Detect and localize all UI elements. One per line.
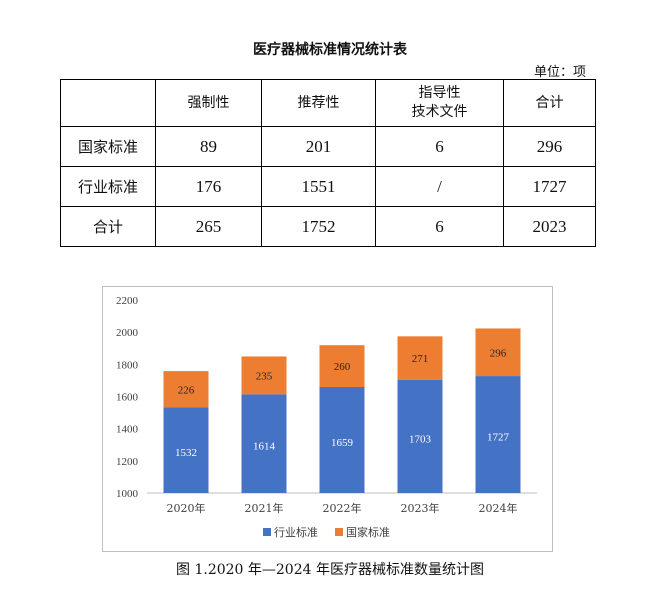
stacked-bar-chart: 1000 1200 1400 1600 1800 2000 2200 1532 226 2020年… [116,295,537,539]
legend-label: 行业标准 [274,525,318,539]
bar-segment-guojia [241,356,287,395]
standards-table: 强制性 推荐性 指导性 技术文件 合计 国家标准 89 201 6 296 行业… [60,79,596,247]
data-label: 1659 [331,437,354,449]
row-label: 国家标准 [60,126,156,167]
table-cell: 201 [261,126,376,167]
header-cell: 推荐性 [261,79,376,127]
data-label: 296 [490,347,507,359]
data-label: 260 [334,361,351,373]
table-cell: 6 [375,126,504,167]
header-cell [60,79,156,127]
bar-segment-guojia [163,371,209,408]
y-tick-label: 1200 [116,456,139,468]
x-tick-label: 2020年 [167,501,206,515]
data-label: 226 [178,384,195,396]
data-label: 1532 [175,447,197,459]
bar-segment-guojia [319,345,365,388]
header-cell: 指导性 技术文件 [375,79,504,127]
data-label: 271 [412,353,429,365]
table-cell: / [375,166,504,207]
data-label: 235 [256,370,273,382]
bar-segment-hangye [163,407,209,493]
table-cell: 89 [155,126,262,167]
table-unit: 单位：项 [533,65,586,80]
x-tick-label: 2021年 [245,501,284,515]
header-cell: 合计 [503,79,596,127]
legend-swatch [335,528,343,536]
bar-segment-hangye [397,379,443,493]
legend-swatch [263,528,271,536]
table-row: 合计 265 1752 6 2023 [60,206,596,247]
legend-label: 国家标准 [346,525,390,539]
table-cell: 1727 [503,166,596,207]
chart-frame [102,286,553,552]
table-cell: 2023 [503,206,596,247]
bar-segment-hangye [475,376,521,493]
row-label: 合计 [60,206,156,247]
table-row: 国家标准 89 201 6 296 [60,126,596,167]
data-label: 1727 [487,432,510,444]
bar-segment-hangye [319,387,365,493]
x-tick-label: 2023年 [401,501,440,515]
y-tick-label: 1400 [116,424,139,436]
y-tick-label: 2200 [116,295,139,307]
table-cell: 6 [375,206,504,247]
row-label: 行业标准 [60,166,156,207]
y-tick-label: 1000 [116,488,139,500]
table-cell: 1752 [261,206,376,247]
data-label: 1614 [253,441,276,453]
table-cell: 176 [155,166,262,207]
table-cell: 265 [155,206,262,247]
bar-segment-guojia [475,328,521,377]
table-header-row: 强制性 推荐性 指导性 技术文件 合计 [60,79,596,127]
y-tick-label: 2000 [116,327,139,339]
table-row: 行业标准 176 1551 / 1727 [60,166,596,207]
table-title: 医疗器械标准情况统计表 [253,42,407,58]
table-cell: 296 [503,126,596,167]
table-cell: 1551 [261,166,376,207]
y-tick-label: 1800 [116,359,139,371]
x-tick-label: 2022年 [323,501,362,515]
y-tick-label: 1600 [116,392,139,404]
bar-segment-hangye [241,394,287,493]
chart-caption: 图 1.2020 年—2024 年医疗器械标准数量统计图 [176,562,484,578]
data-label: 1703 [409,433,432,445]
header-cell: 强制性 [155,79,262,127]
bar-segment-guojia [397,336,443,380]
x-tick-label: 2024年 [479,501,518,515]
